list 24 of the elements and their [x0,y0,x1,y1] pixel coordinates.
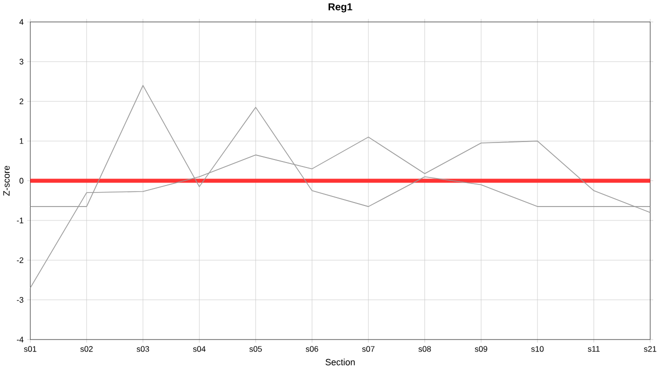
chart-title: Reg1 [328,3,352,13]
x-tick-label: s08 [418,346,431,352]
x-tick-label: s11 [588,346,600,352]
x-tick-label: s04 [193,346,206,352]
x-tick-label: s05 [249,346,262,352]
y-tick-label: -1 [16,218,24,224]
x-tick-label: s06 [306,346,318,352]
y-tick-label: 2 [20,98,24,104]
x-tick-label: s09 [474,346,488,352]
y-tick-label: 4 [19,19,24,25]
y-tick-label: -3 [16,297,24,303]
y-tick-label: -4 [16,336,24,342]
y-tick-label: -2 [16,258,24,264]
x-tick-label: s07 [362,346,374,352]
x-tick-label: s21 [644,346,656,352]
y-axis-title: Z-score [3,166,10,196]
x-tick-label: s01 [24,346,36,352]
x-axis-title: Section [326,358,355,366]
y-tick-label: 0 [20,178,24,184]
x-tick-label: s03 [136,346,150,352]
y-tick-label: 1 [20,138,24,144]
x-tick-label: s10 [531,346,544,352]
x-tick-label: s02 [80,346,93,352]
y-tick-label: 3 [20,58,24,65]
